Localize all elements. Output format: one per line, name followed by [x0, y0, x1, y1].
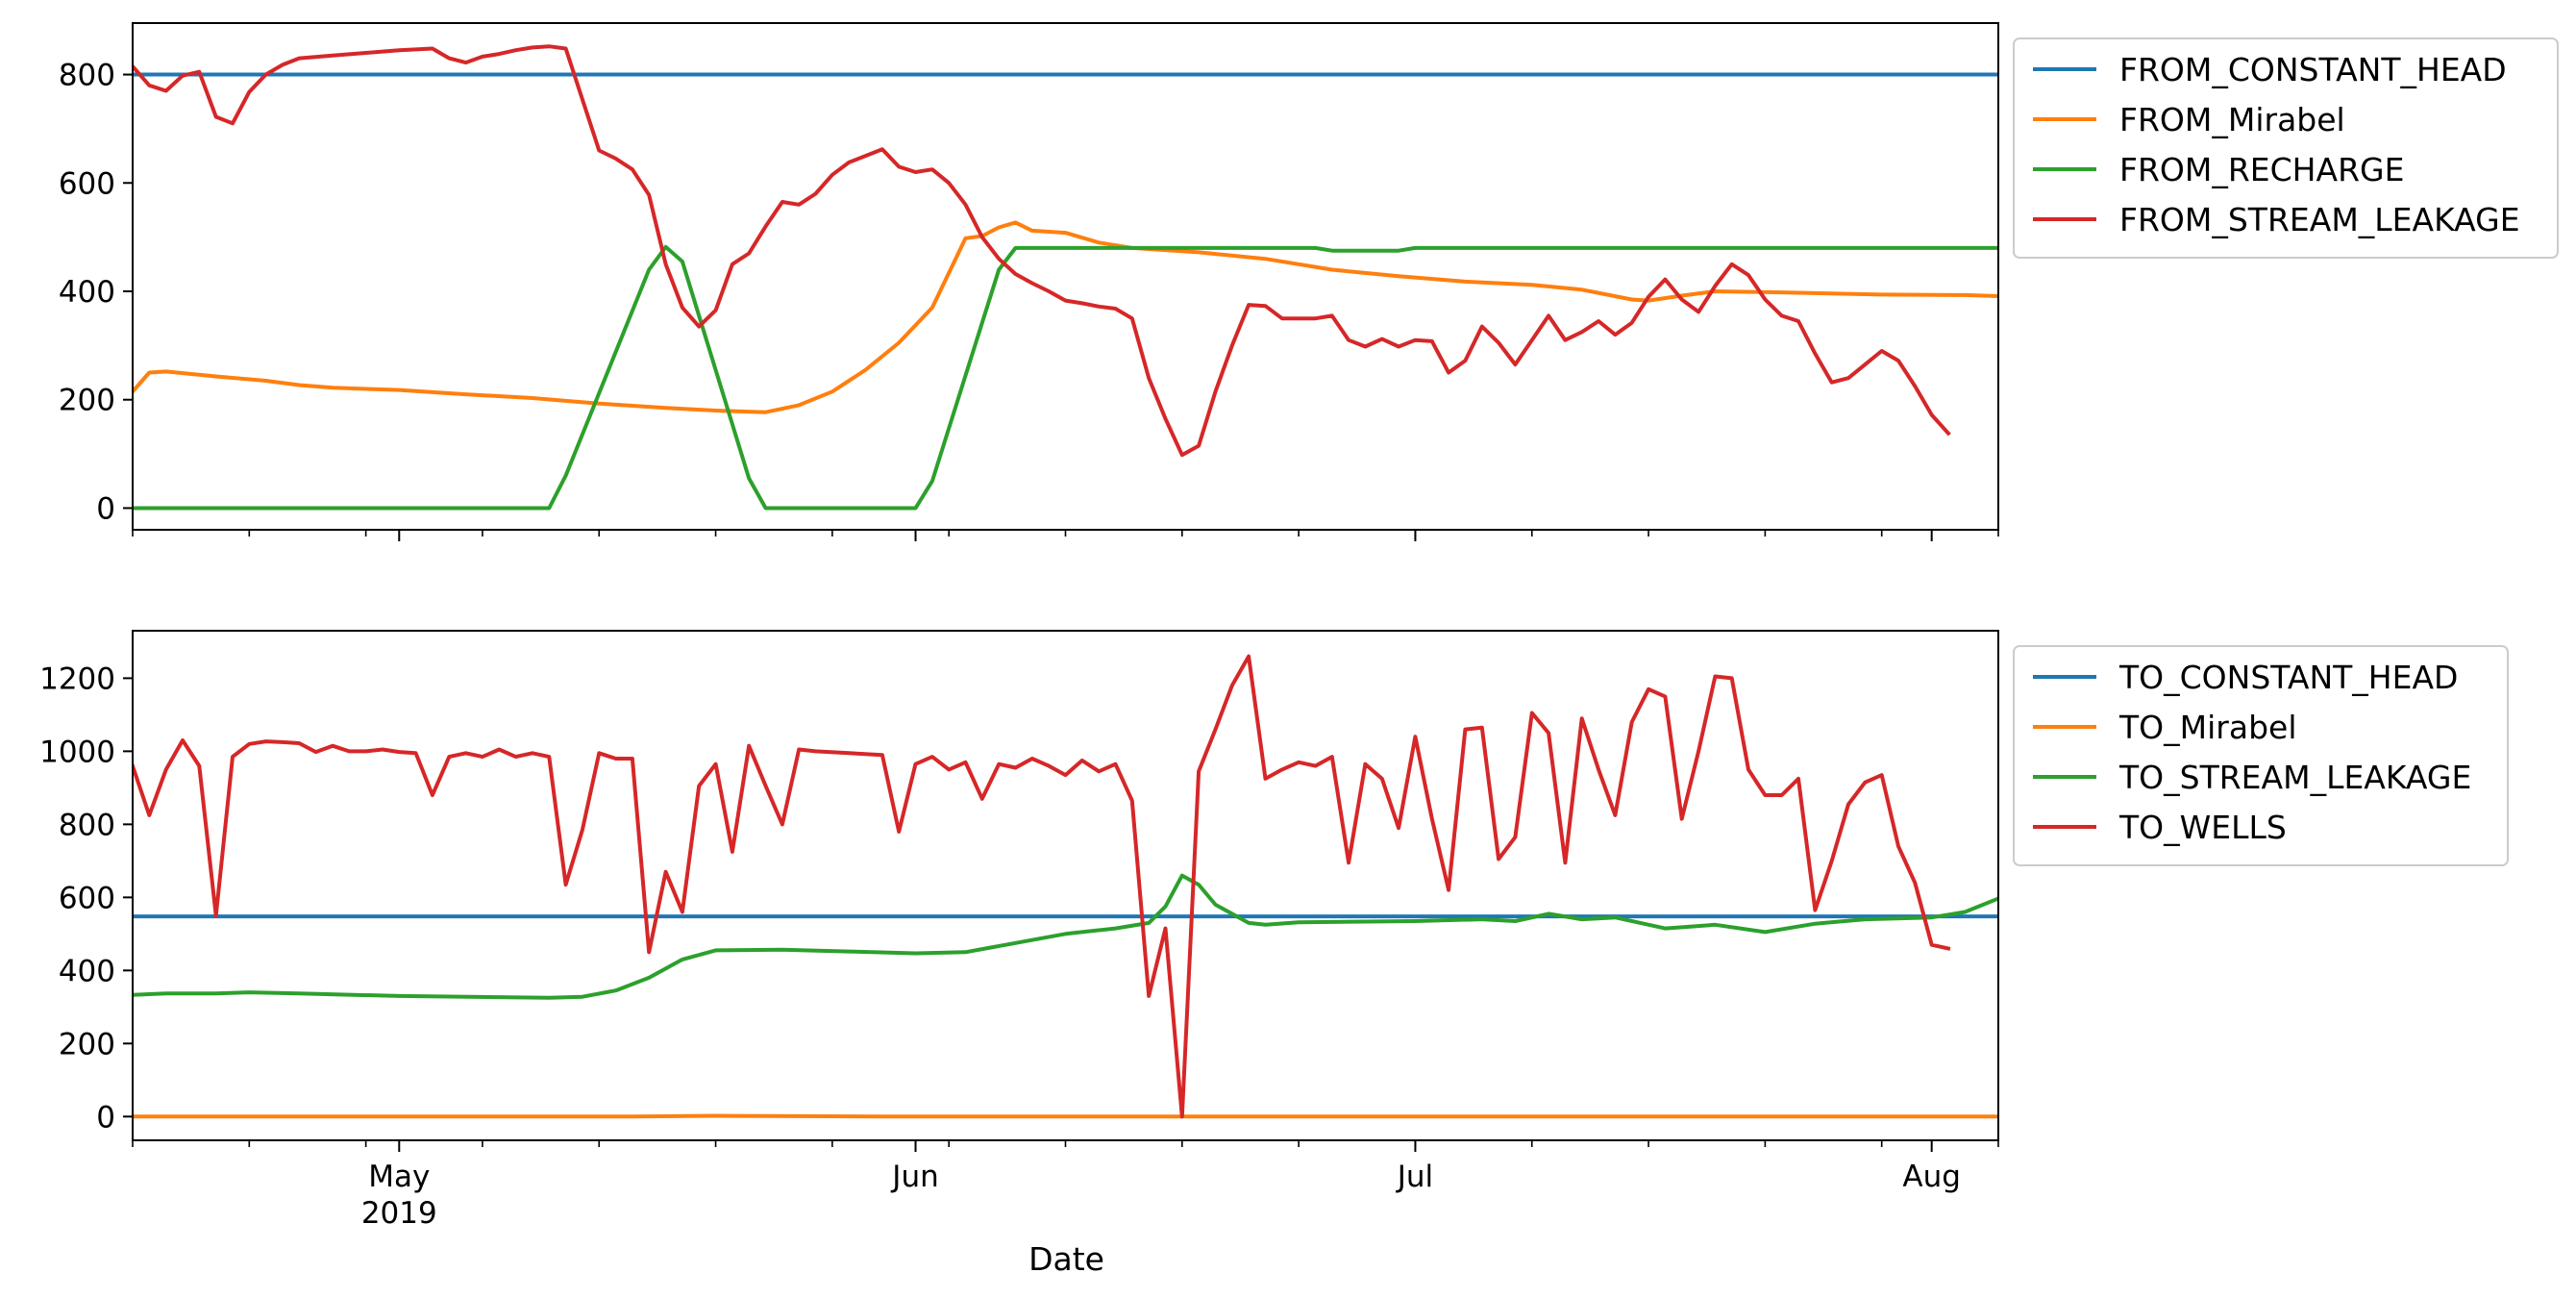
- series-line-to-mirabel: [133, 1113, 1998, 1119]
- y-tick-label: 0: [96, 491, 115, 526]
- legend-entry-label: TO_WELLS: [2118, 809, 2287, 846]
- series-line-from-mirabel: [133, 220, 1998, 414]
- y-tick-label: 0: [96, 1100, 115, 1135]
- y-tick-label: 1200: [39, 661, 115, 696]
- legend-entry-label: FROM_Mirabel: [2119, 101, 2345, 138]
- legend-entry-label: FROM_RECHARGE: [2119, 151, 2404, 188]
- y-tick-label: 400: [59, 275, 115, 310]
- legend-entry-label: TO_CONSTANT_HEAD: [2118, 659, 2458, 696]
- plot-frame: [132, 630, 1999, 1141]
- legend-entry-label: FROM_STREAM_LEAKAGE: [2119, 201, 2520, 238]
- x-tick-label: Aug: [1902, 1160, 1961, 1194]
- x-tick-label: Jun: [890, 1160, 938, 1194]
- x-axis-label: Date: [1028, 1240, 1104, 1278]
- y-tick-label: 800: [59, 59, 115, 93]
- y-tick-label: 600: [59, 166, 115, 201]
- y-tick-label: 800: [59, 808, 115, 842]
- y-tick-label: 400: [59, 954, 115, 988]
- legend-entry-label: FROM_CONSTANT_HEAD: [2119, 51, 2507, 88]
- legend-entry-label: TO_Mirabel: [2118, 709, 2296, 746]
- series-line-from-stream-leakage: [133, 44, 1951, 458]
- series-line-from-recharge: [133, 244, 1998, 511]
- x-tick-label: May: [368, 1160, 430, 1194]
- x-tick-label: Jul: [1396, 1160, 1433, 1194]
- series-line-to-wells: [133, 654, 1951, 1119]
- y-tick-label: 600: [59, 881, 115, 915]
- legend: TO_CONSTANT_HEAD TO_Mirabel TO_STREAM_LEAK…: [2013, 645, 2509, 866]
- y-tick-label: 1000: [39, 735, 115, 769]
- y-tick-label: 200: [59, 384, 115, 418]
- x-tick-sublabel: 2019: [361, 1196, 437, 1231]
- top-panel: 0 200 400 600 800 FROM_CONSTANT_HEAD FROM_Mira…: [59, 22, 2559, 541]
- legend-entry-label: TO_STREAM_LEAKAGE: [2118, 759, 2471, 796]
- y-tick-label: 200: [59, 1027, 115, 1061]
- legend-box: [2013, 645, 2509, 866]
- legend: FROM_CONSTANT_HEAD FROM_Mirabel FROM_RECHA…: [2013, 37, 2559, 259]
- plot-frame: [132, 22, 1999, 531]
- series-line-to-stream-leakage: [133, 873, 1998, 1000]
- legend-box: [2013, 37, 2559, 259]
